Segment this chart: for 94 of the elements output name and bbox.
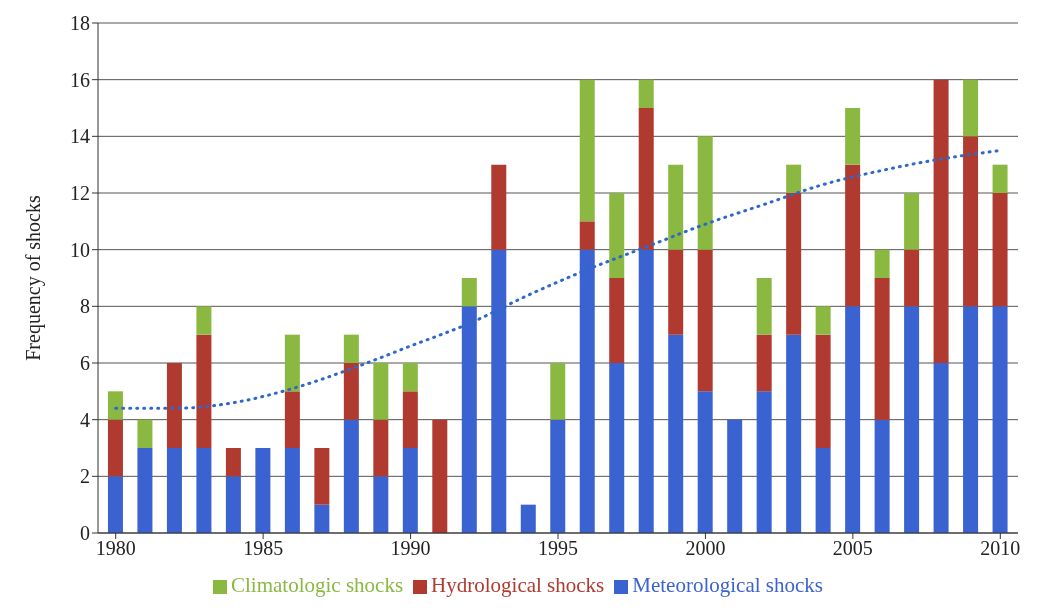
y-tick-label: 0 <box>80 522 90 545</box>
bar <box>284 391 300 448</box>
bar <box>609 278 625 363</box>
bar <box>284 448 300 533</box>
x-tick-label: 2005 <box>832 537 873 560</box>
bar <box>432 419 448 533</box>
bar <box>225 448 241 477</box>
bar <box>137 448 153 533</box>
bar <box>373 476 389 533</box>
bar <box>609 193 625 278</box>
y-axis-title: Frequency of shocks <box>22 195 46 361</box>
bar <box>255 448 271 533</box>
bar <box>963 306 979 533</box>
y-tick-label: 12 <box>70 182 90 205</box>
bar <box>756 334 772 392</box>
bar <box>697 391 713 533</box>
bar <box>373 363 389 420</box>
bar <box>314 448 330 505</box>
bar <box>963 79 979 137</box>
bar <box>992 306 1008 533</box>
bar <box>786 164 802 193</box>
bar <box>314 504 330 533</box>
bar <box>904 306 920 533</box>
bar <box>196 448 212 533</box>
bar <box>638 79 654 108</box>
x-tick-label: 2010 <box>980 537 1021 560</box>
x-tick-label: 1985 <box>243 537 284 560</box>
bar <box>874 419 890 533</box>
bar <box>343 419 359 533</box>
legend-label: Climatologic shocks <box>230 573 404 597</box>
bar <box>461 278 477 307</box>
bar <box>845 164 861 307</box>
bar <box>992 193 1008 307</box>
bar <box>225 476 241 533</box>
bar <box>609 363 625 533</box>
bar <box>697 249 713 392</box>
bar <box>874 249 890 278</box>
bar <box>668 249 684 335</box>
bar <box>815 448 831 533</box>
bar <box>107 476 123 533</box>
bar <box>638 108 654 250</box>
bar <box>845 108 861 165</box>
bar <box>904 249 920 307</box>
bar <box>668 334 684 533</box>
bar <box>786 193 802 335</box>
y-tick-label: 18 <box>70 12 90 35</box>
bar <box>491 164 507 250</box>
bar <box>963 136 979 307</box>
bar <box>933 79 949 363</box>
bar <box>992 164 1008 193</box>
bar <box>284 334 300 392</box>
y-tick-label: 6 <box>80 352 90 375</box>
bar <box>815 334 831 448</box>
bar <box>166 363 182 448</box>
bar <box>845 306 861 533</box>
bar <box>343 363 359 420</box>
bar <box>343 334 359 363</box>
bar <box>756 278 772 335</box>
bar <box>137 419 153 448</box>
bar <box>402 391 418 448</box>
bar <box>786 334 802 533</box>
bar <box>373 419 389 477</box>
x-tick-label: 1980 <box>95 537 136 560</box>
y-tick-label: 10 <box>70 238 90 261</box>
bar <box>933 363 949 533</box>
bar <box>550 363 566 420</box>
y-tick-label: 14 <box>70 125 90 148</box>
bar <box>550 419 566 533</box>
bar <box>904 193 920 250</box>
bar <box>107 391 123 420</box>
legend-label: Meteorological shocks <box>632 573 823 597</box>
y-tick-label: 8 <box>80 295 90 318</box>
bar <box>668 164 684 250</box>
x-tick-label: 2000 <box>685 537 726 560</box>
bar <box>402 363 418 392</box>
legend-label: Hydrological shocks <box>431 573 605 597</box>
x-tick-label: 1990 <box>390 537 431 560</box>
bar <box>874 278 890 420</box>
bar <box>402 448 418 533</box>
x-tick-label: 1995 <box>538 537 578 560</box>
bar <box>520 504 536 533</box>
bar <box>107 419 123 477</box>
y-tick-label: 4 <box>80 408 90 431</box>
bar <box>579 79 595 222</box>
bar <box>697 136 713 250</box>
bar <box>815 306 831 335</box>
bar <box>196 306 212 335</box>
bar <box>579 221 595 250</box>
bar <box>727 419 743 533</box>
bar <box>166 448 182 533</box>
y-tick-label: 16 <box>70 68 90 91</box>
bar <box>196 334 212 448</box>
bar <box>756 391 772 533</box>
y-tick-label: 2 <box>80 465 90 488</box>
